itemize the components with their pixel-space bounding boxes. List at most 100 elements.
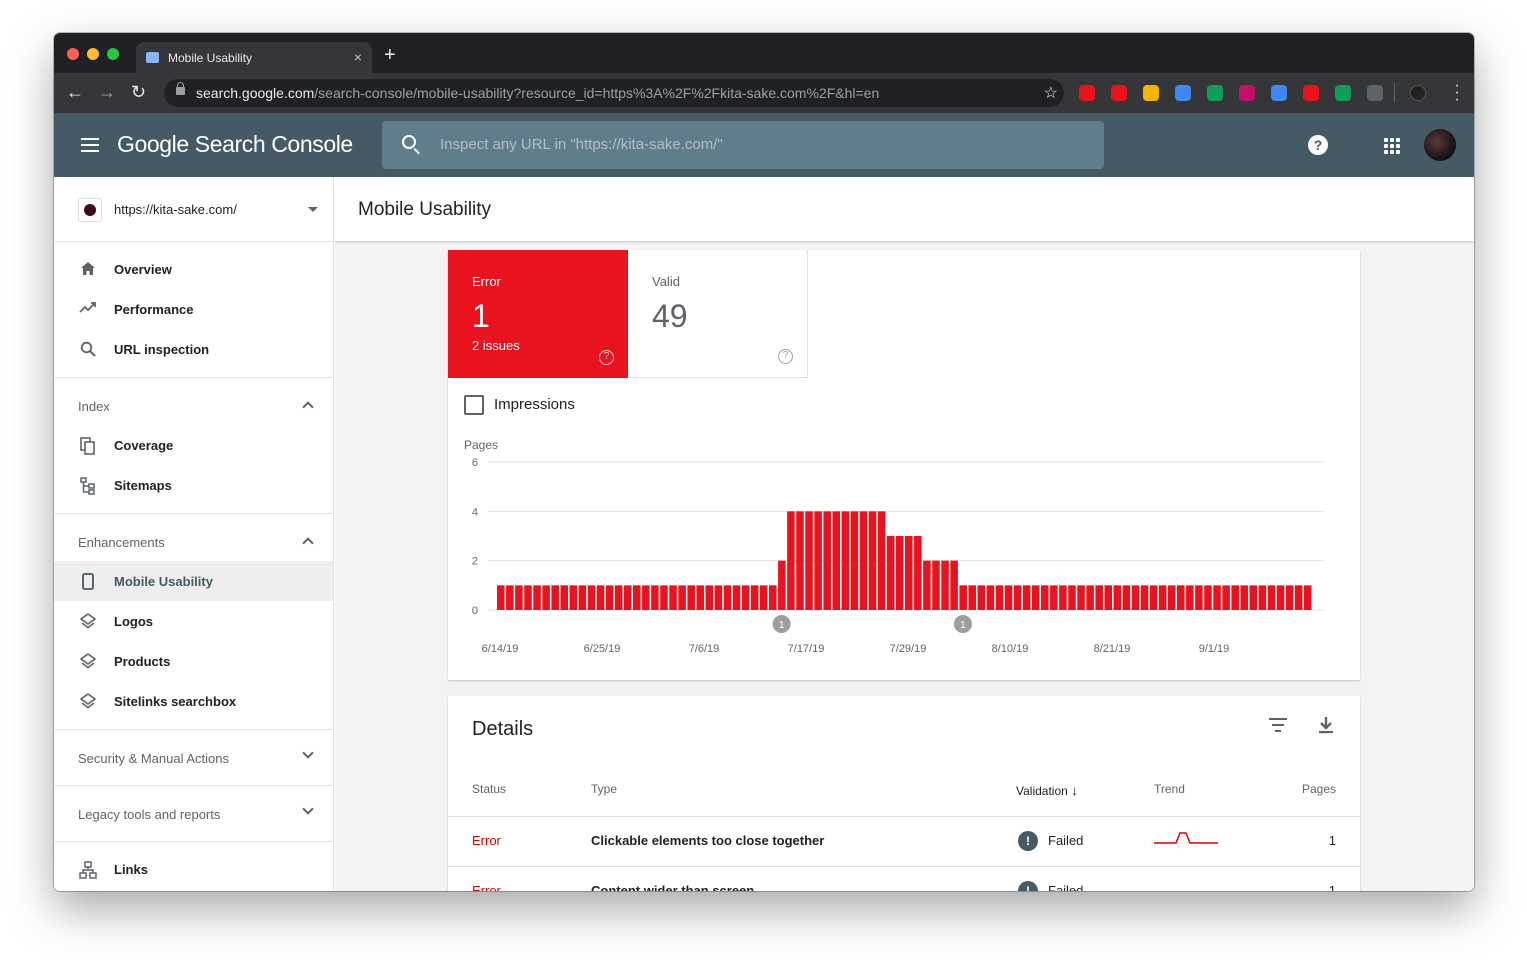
- chart-bar: [759, 585, 768, 610]
- section-label: Security & Manual Actions: [78, 751, 230, 766]
- browser-tab[interactable]: Mobile Usability ×: [136, 42, 372, 73]
- extension-d-icon[interactable]: [1239, 85, 1255, 101]
- chart-bar: [995, 585, 1004, 610]
- error-trend-chart: Pages 0 2 4 6 1 1 6/14/19 6/25/19 7/6/19 7/17/19 7/…: [464, 438, 1324, 655]
- extension-brain-icon[interactable]: [1143, 85, 1159, 101]
- sidebar-divider: [54, 841, 333, 842]
- chart-bar: [1285, 585, 1294, 610]
- y-tick-label: 4: [472, 506, 478, 518]
- minimize-window-button[interactable]: [87, 48, 99, 60]
- y-axis-label: Pages: [464, 438, 498, 452]
- extension-seo-icon[interactable]: [1303, 85, 1319, 101]
- extension-adblock-icon[interactable]: [1079, 85, 1095, 101]
- maximize-window-button[interactable]: [107, 48, 119, 60]
- chart-bar: [723, 585, 732, 610]
- forward-arrow-icon[interactable]: →: [98, 82, 116, 102]
- sidebar-section-index[interactable]: Index: [54, 385, 333, 425]
- new-tab-button[interactable]: +: [384, 44, 396, 66]
- sitemap-icon: [79, 477, 97, 495]
- sidebar-item-url-inspection[interactable]: URL inspection: [54, 329, 333, 369]
- browser-menu-icon[interactable]: · · ·: [1454, 77, 1460, 108]
- sidebar-item-label: Sitelinks searchbox: [114, 694, 237, 709]
- sidebar-item-performance[interactable]: Performance: [54, 289, 333, 329]
- search-placeholder: Inspect any URL in "https://kita-sake.co…: [440, 136, 723, 153]
- hamburger-menu-icon[interactable]: [81, 138, 99, 152]
- address-bar[interactable]: search.google.com/search-console/mobile-…: [164, 79, 1064, 107]
- chart-bar: [941, 560, 949, 610]
- url-inspect-search[interactable]: Inspect any URL in "https://kita-sake.co…: [382, 121, 1104, 169]
- x-tick-label: 9/1/19: [1199, 643, 1230, 655]
- sidebar-item-overview[interactable]: Overview: [54, 249, 333, 289]
- table-row[interactable]: Error Clickable elements too close toget…: [448, 816, 1360, 866]
- column-header-status[interactable]: Status: [472, 782, 507, 796]
- row-type: Clickable elements too close together: [591, 833, 825, 848]
- chart-bar: [1068, 585, 1076, 610]
- dropdown-caret-icon: [308, 207, 318, 212]
- extension-cast-icon[interactable]: [1367, 85, 1383, 101]
- back-arrow-icon[interactable]: ←: [66, 82, 84, 102]
- sidebar-item-mobile-usability[interactable]: Mobile Usability: [54, 561, 333, 601]
- sidebar-item-coverage[interactable]: Coverage: [54, 425, 333, 465]
- chart-bar: [950, 560, 958, 610]
- help-circle-icon[interactable]: ?: [599, 350, 614, 365]
- profile-avatar-icon[interactable]: [1410, 85, 1426, 101]
- details-card: Details Status Type Validation ↓ Trend P…: [448, 696, 1360, 891]
- x-tick-label: 8/10/19: [992, 643, 1029, 655]
- chart-bar: [578, 585, 587, 610]
- sidebar-item-sitemaps[interactable]: Sitemaps: [54, 465, 333, 505]
- table-row[interactable]: Error Content wider than screen ! Failed…: [448, 866, 1360, 891]
- x-tick-label: 6/14/19: [482, 643, 519, 655]
- sidebar-item-sitelinks-searchbox[interactable]: Sitelinks searchbox: [54, 681, 333, 721]
- search-console-favicon-icon: [146, 52, 159, 63]
- filter-icon[interactable]: [1269, 718, 1287, 732]
- sidebar-section-security[interactable]: Security & Manual Actions: [54, 737, 333, 777]
- chart-bar: [750, 585, 759, 610]
- tab-close-icon[interactable]: ×: [353, 49, 362, 65]
- extension-block-icon[interactable]: [1175, 85, 1191, 101]
- extension-abp-icon[interactable]: [1111, 85, 1127, 101]
- chart-bar: [551, 585, 559, 610]
- sidebar-divider: [54, 513, 333, 514]
- sidebar-section-enhancements[interactable]: Enhancements: [54, 521, 333, 561]
- tab-strip: Mobile Usability × +: [54, 33, 1474, 73]
- reload-icon[interactable]: ↻: [131, 82, 147, 102]
- chart-bar: [1249, 585, 1258, 610]
- tab-title: Mobile Usability: [168, 51, 253, 65]
- chart-bar: [932, 560, 940, 610]
- chart-bar: [1222, 585, 1230, 610]
- chart-bar: [868, 511, 877, 610]
- url-text: search.google.com/search-console/mobile-…: [196, 85, 880, 101]
- links-tree-icon: [79, 861, 97, 879]
- column-header-trend[interactable]: Trend: [1154, 782, 1185, 796]
- sidebar-section-legacy[interactable]: Legacy tools and reports: [54, 793, 333, 833]
- chart-bar: [805, 511, 813, 610]
- extension-download-shield-icon[interactable]: [1271, 85, 1287, 101]
- sidebar-item-products[interactable]: Products: [54, 641, 333, 681]
- chart-bar: [660, 585, 668, 610]
- bookmark-star-icon[interactable]: ☆: [1043, 85, 1058, 102]
- error-tile[interactable]: Error 1 2 issues ?: [448, 250, 628, 378]
- column-header-validation[interactable]: Validation ↓: [1016, 782, 1079, 798]
- chart-bar: [968, 585, 977, 610]
- help-icon[interactable]: ?: [1308, 135, 1328, 155]
- sidebar-item-logos[interactable]: Logos: [54, 601, 333, 641]
- app-logo[interactable]: Google Search Console: [117, 131, 353, 157]
- extension-cart-icon[interactable]: [1207, 85, 1223, 101]
- sidebar-item-links[interactable]: Links: [54, 849, 333, 889]
- impressions-checkbox[interactable]: [464, 395, 484, 415]
- account-avatar[interactable]: [1424, 129, 1456, 161]
- sidebar: https://kita-sake.com/ Overview Performa…: [54, 177, 334, 891]
- column-header-type[interactable]: Type: [591, 782, 618, 796]
- error-count: 1: [472, 298, 490, 334]
- valid-tile[interactable]: Valid 49 ?: [628, 250, 808, 378]
- column-header-pages[interactable]: Pages: [1301, 782, 1336, 796]
- property-selector[interactable]: https://kita-sake.com/: [54, 177, 333, 242]
- apps-grid-icon[interactable]: [1384, 138, 1400, 154]
- download-icon[interactable]: [1318, 716, 1334, 734]
- extension-hex-icon[interactable]: [1335, 85, 1351, 101]
- chart-bar: [714, 585, 723, 610]
- close-window-button[interactable]: [67, 48, 79, 60]
- help-circle-icon[interactable]: ?: [778, 349, 793, 364]
- chart-bar: [1140, 585, 1149, 610]
- chart-bar: [497, 585, 505, 610]
